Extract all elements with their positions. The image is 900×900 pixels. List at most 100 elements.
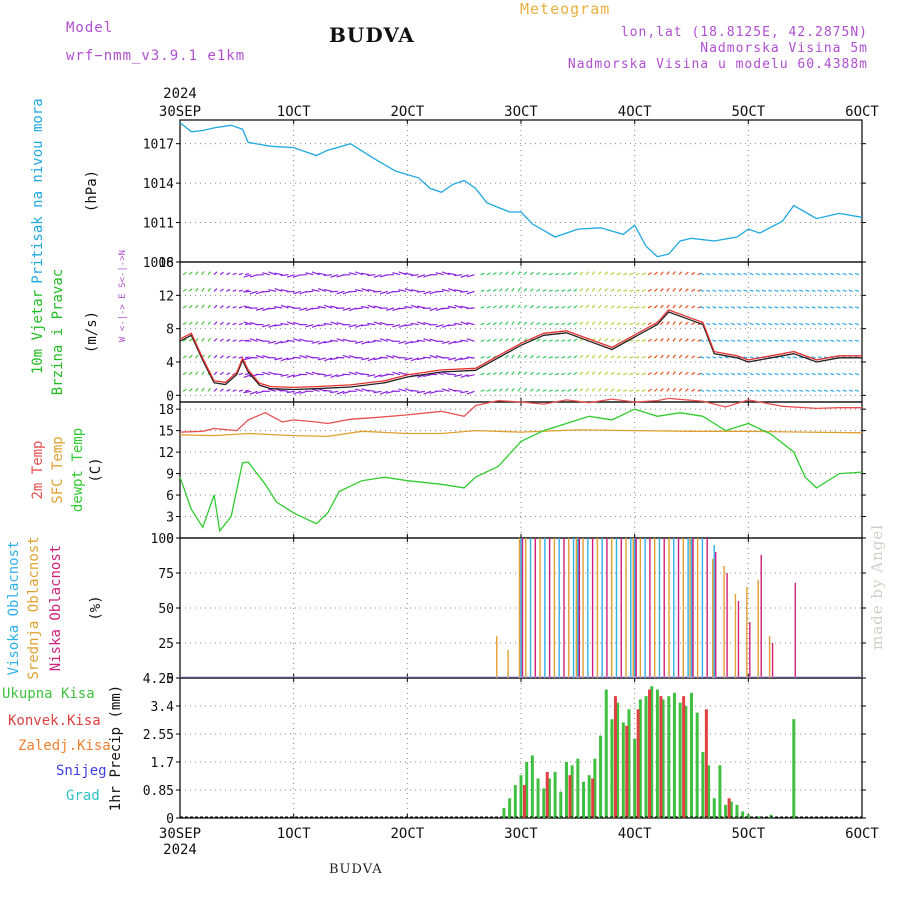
wind-arrow (232, 322, 237, 326)
precip-total-bar (542, 788, 546, 818)
wind-arrow (195, 321, 199, 326)
wind-arrow (417, 321, 426, 326)
wind-arrow (755, 322, 760, 326)
wind-arrow (207, 337, 211, 342)
wind-arrow (660, 338, 664, 342)
model-elevation-label: Nadmorska Visina u modelu 60.4388m (567, 57, 868, 72)
precip-total-bar (792, 719, 796, 818)
wind-arrow (567, 355, 572, 359)
wind-arrow (182, 388, 187, 392)
y-tick-label: 4.25 (143, 672, 174, 687)
wind-arrow (737, 306, 742, 309)
precip-legend-label: Grad (66, 788, 100, 804)
precip-conv-bar (523, 785, 526, 818)
wind-arrow (460, 305, 469, 309)
wind-arrow (379, 374, 388, 378)
wind-arrow (805, 389, 810, 392)
wind-arrow (799, 289, 804, 292)
wind-arrow (691, 272, 696, 276)
wind-arrow (653, 388, 658, 392)
wind-arrow (635, 339, 640, 342)
wind-arrow (653, 271, 658, 276)
wind-arrow (610, 338, 615, 342)
wind-arrow (392, 272, 401, 276)
wind-arrow (361, 272, 370, 276)
lonlat-label: lon,lat (18.8125E, 42.2875N) (620, 25, 868, 40)
wind-axis-sublabel: Brzina i Pravac (50, 269, 66, 395)
wind-arrow (567, 288, 572, 292)
wind-arrow (842, 322, 847, 326)
wind-arrow (647, 288, 652, 292)
y-tick-label: 1014 (143, 177, 174, 192)
wind-arrow (730, 272, 736, 276)
wind-arrow (774, 289, 779, 292)
wind-arrow (486, 289, 491, 292)
wind-arrow (635, 322, 640, 326)
wind-arrow (207, 387, 211, 392)
wind-arrow (647, 388, 652, 392)
wind-arrow (268, 271, 277, 276)
wind-arrow (238, 372, 243, 376)
wind-arrow (730, 372, 736, 376)
wind-arrow (274, 305, 283, 309)
wind-arrow (712, 339, 717, 342)
y-tick-label: 3 (166, 511, 174, 526)
wind-arrow (660, 371, 664, 376)
wind-arrow (610, 271, 615, 276)
wind-arrow (517, 337, 521, 342)
wind-arrow (641, 355, 646, 359)
wind-arrow (724, 289, 729, 292)
wind-arrow (392, 324, 401, 328)
wind-arrow (435, 324, 444, 328)
wind-arrow (684, 271, 689, 276)
wind-arrow (554, 339, 560, 342)
wind-arrow (591, 304, 596, 309)
wind-arrow (842, 272, 847, 276)
y-tick-label: 75 (158, 567, 174, 582)
wind-arrow (718, 389, 723, 392)
wind-arrow (492, 272, 497, 276)
precip-conv-bar (682, 696, 686, 818)
precip-total-bar (718, 765, 722, 818)
wind-arrow (274, 340, 283, 345)
wind-arrow (647, 338, 652, 342)
wind-arrow (836, 339, 841, 342)
precip-total-bar (729, 801, 733, 818)
wind-arrow (201, 287, 205, 292)
wind-arrow (591, 371, 596, 376)
wind-arrow (293, 338, 302, 342)
wind-arrow (848, 306, 853, 309)
wind-arrow (768, 322, 773, 326)
wind-arrow (182, 288, 187, 292)
wind-arrow (641, 289, 646, 292)
wind-arrow (554, 372, 560, 376)
precip-total-bar (695, 712, 699, 818)
wind-speed-line (179, 311, 862, 391)
wind-arrow (691, 322, 696, 326)
wind-arrow (243, 290, 252, 293)
wind-arrow (498, 304, 503, 309)
wind-arrow (523, 338, 528, 342)
wind-arrow (299, 307, 308, 311)
precip-conv-bar (591, 778, 595, 818)
wind-arrow (367, 389, 376, 392)
wind-arrow (311, 289, 320, 292)
wind-arrow (280, 304, 289, 309)
wind-arrow (749, 289, 754, 292)
wind-arrow (647, 355, 652, 359)
wind-arrow (355, 340, 364, 344)
wind-arrow (629, 322, 634, 326)
wind-arrow (830, 289, 835, 292)
wind-arrow (554, 272, 560, 276)
wind-arrow (730, 306, 736, 309)
y-tick-label: 100 (151, 532, 174, 547)
wind-arrow (492, 305, 497, 309)
wind-arrow (854, 289, 860, 292)
wind-arrow (226, 355, 231, 359)
wind-arrow (466, 374, 475, 378)
wind-arrow (579, 354, 584, 359)
wind-arrow (529, 288, 534, 292)
wind-arrow (635, 372, 640, 376)
wind-arrow (441, 388, 450, 392)
wind-arrow (737, 372, 742, 376)
